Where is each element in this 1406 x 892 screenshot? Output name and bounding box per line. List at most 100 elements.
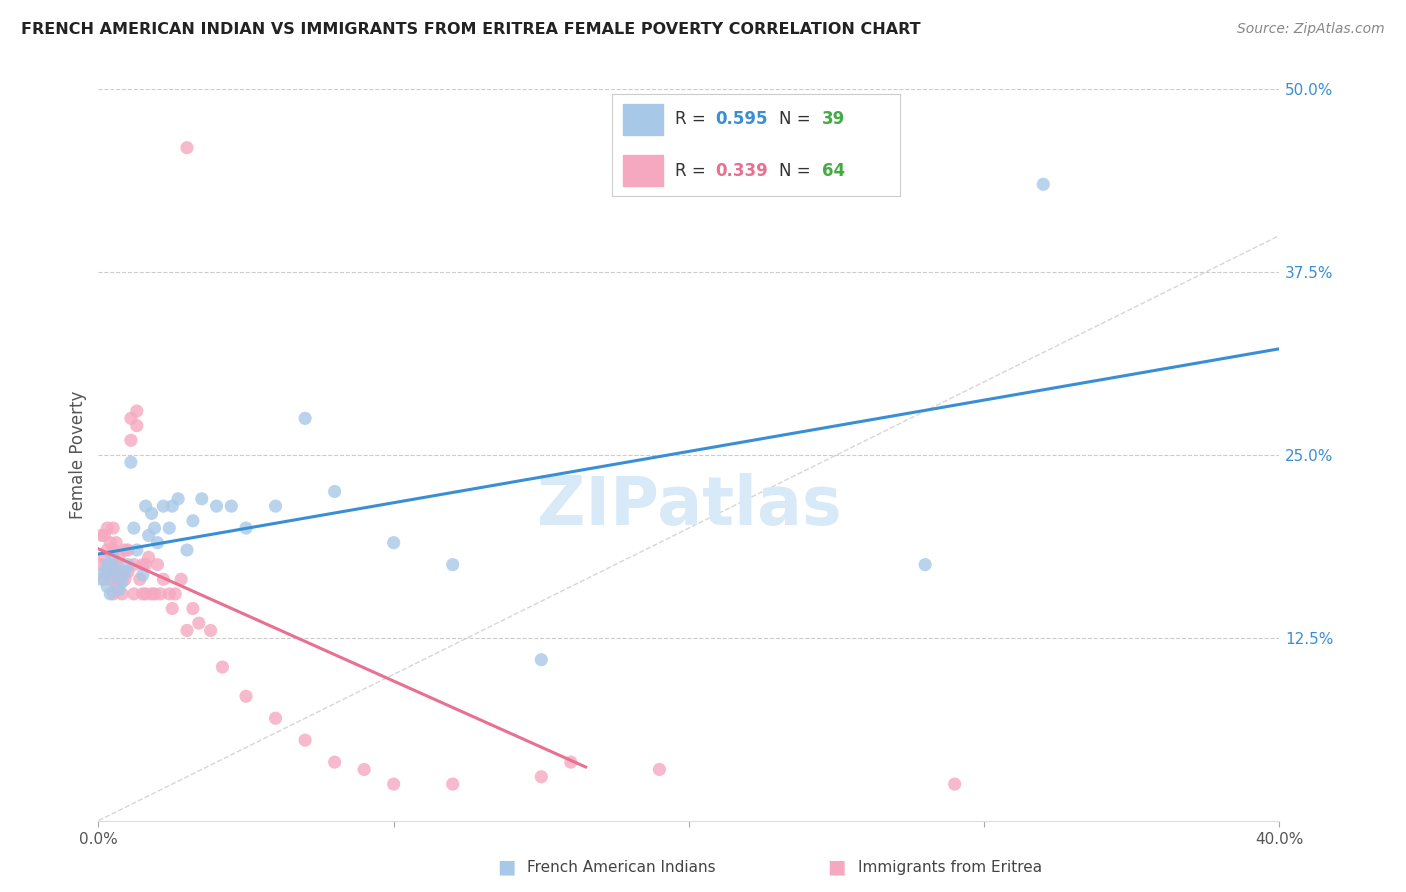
Text: Immigrants from Eritrea: Immigrants from Eritrea (858, 860, 1042, 874)
Point (111, 587, 134, 601)
Point (162, 601, 183, 615)
Point (170, 572, 193, 586)
Point (120, 455, 142, 469)
Point (108, 550, 131, 565)
Point (943, 777, 966, 791)
Point (122, 587, 145, 601)
Point (138, 528, 160, 542)
Text: ■: ■ (496, 857, 516, 877)
Point (125, 543, 148, 558)
Text: 64: 64 (823, 161, 845, 179)
Point (105, 535, 128, 549)
Point (103, 565, 125, 579)
Point (187, 616, 209, 631)
Point (323, 755, 346, 769)
Point (441, 558, 464, 572)
Point (143, 587, 166, 601)
Point (93, 572, 115, 586)
Point (157, 587, 180, 601)
Point (114, 565, 136, 579)
Text: R =: R = (675, 111, 711, 128)
Point (105, 558, 128, 572)
Bar (623, 155, 664, 186)
Point (108, 572, 131, 586)
Point (98, 535, 121, 549)
Point (149, 587, 172, 601)
Point (264, 499, 287, 513)
Point (146, 558, 169, 572)
Point (105, 580, 128, 594)
Point (125, 404, 148, 418)
Point (143, 521, 166, 535)
Point (560, 755, 582, 769)
Point (135, 587, 157, 601)
Point (181, 514, 204, 528)
Point (382, 777, 405, 791)
Point (105, 562, 128, 576)
Point (98, 587, 121, 601)
Point (176, 624, 198, 638)
Point (93, 550, 115, 565)
Point (93, 528, 115, 542)
Point (117, 565, 139, 579)
Text: ■: ■ (827, 857, 846, 877)
Point (90, 572, 112, 586)
Point (132, 558, 155, 572)
Point (176, 141, 198, 155)
Point (648, 763, 671, 777)
Point (114, 543, 136, 558)
Point (120, 434, 142, 448)
Point (323, 484, 346, 499)
Text: N =: N = (779, 111, 815, 128)
Point (530, 770, 553, 784)
Point (96, 521, 118, 535)
Point (165, 587, 187, 601)
Y-axis label: Female Poverty: Female Poverty (69, 391, 87, 519)
Point (162, 499, 183, 513)
Point (117, 558, 139, 572)
Point (96, 558, 118, 572)
Point (96, 580, 118, 594)
Point (235, 521, 257, 535)
Point (103, 543, 125, 558)
Point (132, 567, 155, 582)
Point (530, 653, 553, 667)
Point (294, 411, 316, 425)
Point (96, 543, 118, 558)
Point (235, 690, 257, 704)
Point (111, 575, 134, 590)
Point (125, 418, 148, 433)
Point (205, 499, 228, 513)
Point (294, 733, 316, 747)
Point (141, 507, 163, 521)
Point (141, 587, 163, 601)
Point (98, 558, 121, 572)
Point (441, 777, 464, 791)
Point (135, 499, 157, 513)
Point (176, 543, 198, 558)
Point (146, 535, 169, 549)
Point (122, 558, 145, 572)
Point (221, 499, 243, 513)
Point (90, 528, 112, 542)
Point (122, 521, 145, 535)
Text: 0.595: 0.595 (716, 111, 768, 128)
Point (103, 587, 125, 601)
Point (181, 601, 204, 615)
Point (96, 565, 118, 579)
Point (114, 572, 136, 586)
Point (108, 582, 131, 597)
Point (98, 572, 121, 586)
Text: Source: ZipAtlas.com: Source: ZipAtlas.com (1237, 22, 1385, 37)
Point (120, 411, 142, 425)
Point (111, 565, 134, 579)
Text: 39: 39 (823, 111, 845, 128)
Text: N =: N = (779, 161, 815, 179)
Point (914, 558, 936, 572)
Point (138, 550, 160, 565)
Bar (623, 104, 664, 135)
Point (382, 535, 405, 549)
Point (353, 763, 375, 777)
Text: R =: R = (675, 161, 711, 179)
Point (200, 624, 222, 638)
